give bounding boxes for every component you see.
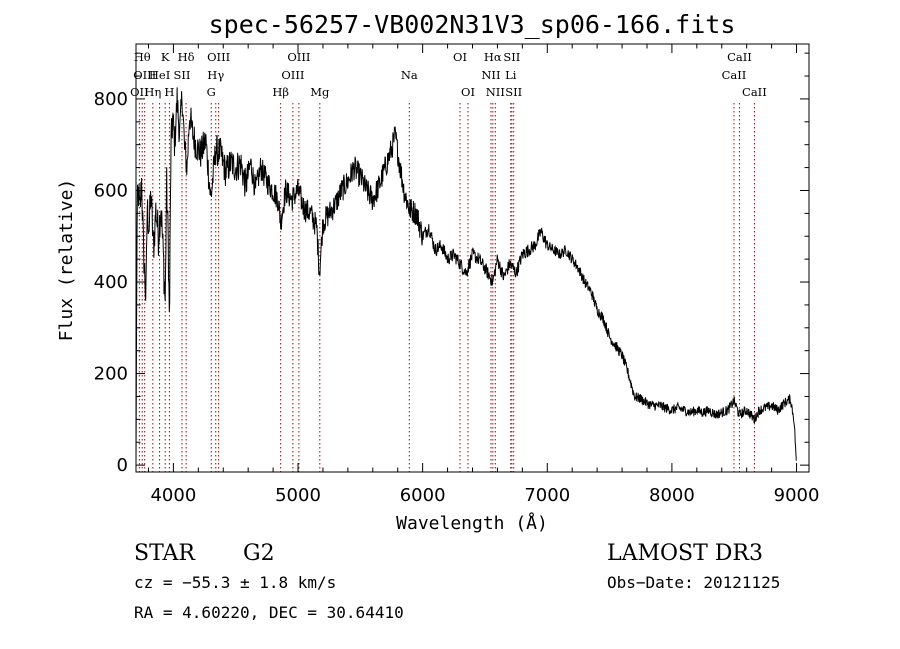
spectral-line-label: CaII: [722, 68, 747, 82]
x-tick-label: 4000: [150, 485, 196, 506]
spectral-line-label: OIII: [281, 68, 304, 82]
y-tick-label: 400: [94, 272, 128, 293]
spectrum-line: [135, 87, 797, 466]
chart-title: spec-56257-VB002N31V3_sp06-166.fits: [209, 10, 736, 39]
y-tick-label: 200: [94, 364, 128, 385]
spectral-line-label: SII: [505, 85, 522, 99]
spectral-line-label: NII: [486, 85, 505, 99]
x-tick-label: 6000: [400, 485, 446, 506]
x-tick-label: 9000: [774, 485, 820, 506]
spectral-line-label: G: [207, 85, 216, 99]
spectral-line-label: OIII: [287, 50, 310, 64]
x-axis-label: Wavelength (Å): [396, 512, 548, 534]
spectral-line-label: Hα: [484, 50, 502, 64]
spectral-line-label: Hγ: [207, 68, 224, 82]
spectral-line-label: OIII: [207, 50, 230, 64]
spectral-line-label: Hβ: [272, 85, 289, 99]
spectral-line-label: Hδ: [178, 50, 195, 64]
spectral-line-label: Na: [401, 68, 418, 82]
spectral-line-label: SII: [503, 50, 520, 64]
spectral-line-label: SII: [174, 68, 191, 82]
spectral-line-label: OI: [453, 50, 467, 64]
spectral-line-label: Li: [505, 68, 517, 82]
object-subclass: G2: [243, 541, 275, 566]
spectral-line-label: K: [161, 50, 170, 64]
spectral-line-label: OII: [130, 85, 149, 99]
x-axis-ticks: 4000 5000 6000 7000 8000 9000: [147, 44, 820, 506]
survey-name: LAMOST DR3: [607, 541, 763, 566]
redshift-cz: cz = −55.3 ± 1.8 km/s: [134, 573, 336, 592]
ra-dec: RA = 4.60220, DEC = 30.64410: [134, 603, 404, 622]
y-tick-label: 600: [94, 180, 128, 201]
y-tick-label: 800: [94, 89, 128, 110]
x-tick-label: 8000: [649, 485, 695, 506]
spectral-line-label: OIII: [133, 68, 156, 82]
spectral-line-label: H: [164, 85, 174, 99]
spectral-line-label: OI: [461, 85, 475, 99]
x-tick-label: 7000: [524, 485, 570, 506]
spectral-line-label: HeI: [149, 68, 170, 82]
y-axis-label: Flux (relative): [56, 179, 77, 342]
spectral-line-markers: [138, 103, 755, 472]
spectral-line-label: Hη: [144, 85, 161, 99]
object-class: STAR: [134, 541, 196, 566]
spectral-line-label: CaII: [742, 85, 767, 99]
observation-date: Obs−Date: 20121125: [607, 573, 780, 592]
x-tick-label: 5000: [275, 485, 321, 506]
spectral-line-label: CaII: [727, 50, 752, 64]
spectral-line-label: Mg: [310, 85, 330, 99]
y-tick-label: 0: [117, 455, 128, 476]
spectral-line-labels: OIIHθOIIIHηHeIKHSIIHδGHγOIIIHβOIIIOIIIMg…: [130, 50, 767, 99]
y-axis-ticks: 0 200 400 600 800: [94, 52, 809, 476]
spectral-line-label: NII: [481, 68, 500, 82]
